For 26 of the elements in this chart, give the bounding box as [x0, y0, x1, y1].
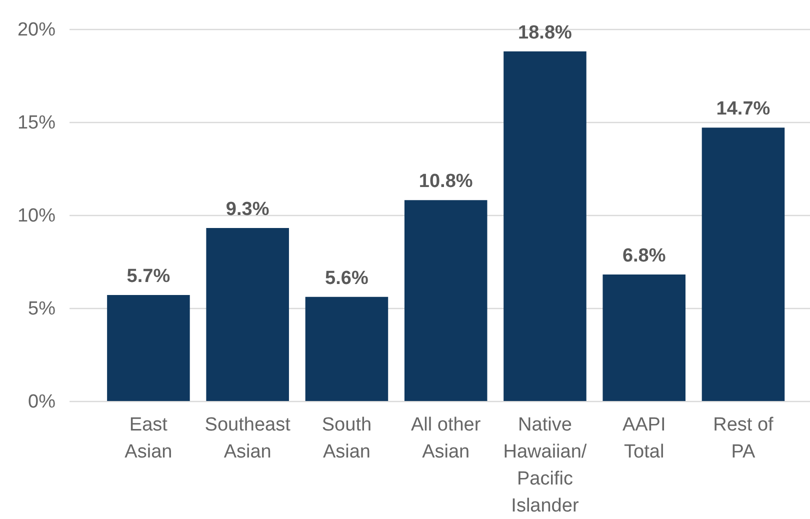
y-tick-label: 20% — [17, 20, 56, 40]
x-tick-label: Native Hawaiian/ Pacific Islander — [503, 414, 588, 516]
data-label: 18.8% — [518, 22, 572, 44]
bar — [404, 200, 488, 401]
bar — [305, 296, 388, 401]
data-label: 5.7% — [126, 266, 170, 287]
x-tick-label: Rest of PA — [713, 414, 774, 462]
bar — [702, 128, 785, 401]
x-tick-label: Southeast Asian — [204, 414, 292, 462]
data-label: 10.8% — [418, 171, 473, 192]
x-tick-label: South Asian — [322, 414, 372, 462]
x-tick-label: All other Asian — [410, 414, 482, 462]
y-tick-label: 10% — [17, 206, 56, 226]
y-tick-label: 15% — [17, 112, 56, 134]
y-tick-label: 5% — [28, 298, 56, 320]
data-label: 14.7% — [716, 98, 770, 120]
bar — [504, 51, 586, 401]
bar — [206, 228, 289, 401]
bar — [602, 274, 686, 401]
data-label: 5.6% — [325, 268, 368, 289]
x-tick-label: AAPI Total — [622, 414, 666, 462]
bar — [107, 294, 190, 401]
y-tick-label: 0% — [28, 392, 56, 412]
data-label: 9.3% — [226, 199, 270, 220]
x-tick-label: East Asian — [124, 414, 172, 462]
data-label: 6.8% — [622, 246, 666, 267]
